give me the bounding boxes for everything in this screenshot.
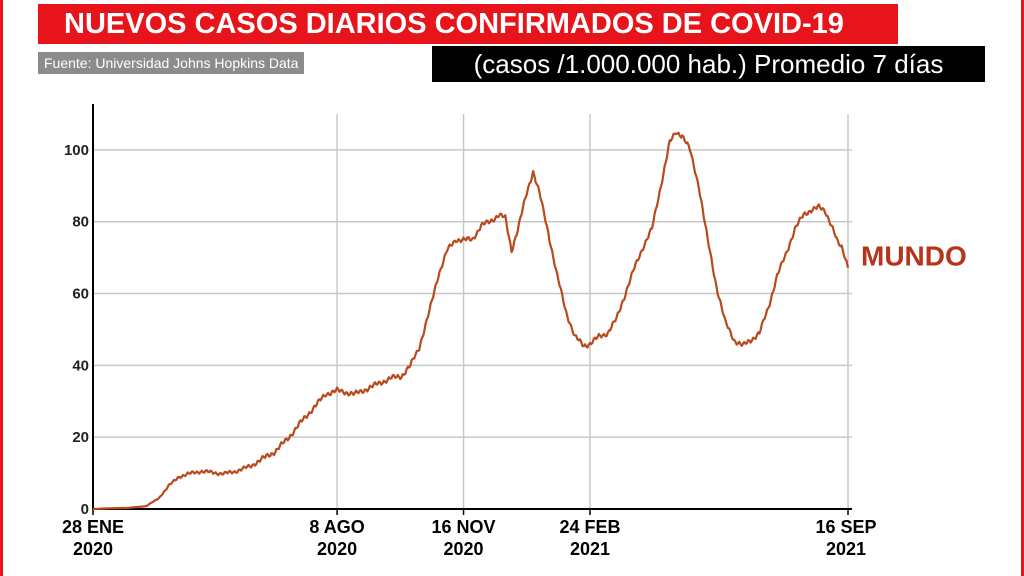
x-tick-label-3: 24 FEB: [559, 517, 620, 537]
x-tick-year-4: 2021: [826, 539, 866, 559]
y-tick-label-0: 0: [81, 501, 89, 518]
right-frame-border: [1021, 0, 1024, 576]
x-tick-year-0: 2020: [73, 539, 113, 559]
source-label: Fuente: Universidad Johns Hopkins Data: [38, 52, 305, 74]
y-tick-label-60: 60: [72, 286, 89, 303]
left-frame-border: [0, 0, 3, 576]
y-tick-label-40: 40: [72, 357, 89, 374]
x-tick-year-2: 2020: [444, 539, 484, 559]
chart-subtitle: (casos /1.000.000 hab.) Promedio 7 días: [432, 46, 985, 82]
x-tick-year-3: 2021: [570, 539, 610, 559]
x-tick-label-4: 16 SEP: [815, 517, 876, 537]
series-label-mundo: MUNDO: [861, 241, 967, 272]
x-tick-label-1: 8 AGO: [309, 517, 364, 537]
x-tick-label-2: 16 NOV: [432, 517, 496, 537]
x-tick-label-0: 28 ENE: [62, 517, 124, 537]
chart-title: NUEVOS CASOS DIARIOS CONFIRMADOS DE COVI…: [38, 4, 898, 44]
series-line-mundo: [92, 131, 850, 511]
x-tick-year-1: 2020: [317, 539, 357, 559]
y-tick-label-80: 80: [72, 214, 89, 231]
y-tick-label-20: 20: [72, 429, 89, 446]
y-tick-label-100: 100: [64, 142, 89, 159]
